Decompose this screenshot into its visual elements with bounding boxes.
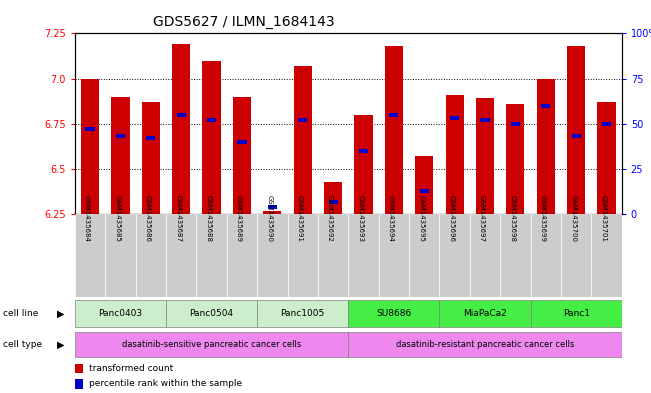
Text: GSM1435684: GSM1435684 <box>84 195 90 242</box>
Bar <box>359 149 368 153</box>
Bar <box>81 79 99 214</box>
Bar <box>531 214 561 297</box>
Bar <box>166 300 257 327</box>
Bar <box>257 300 348 327</box>
Bar <box>506 104 525 214</box>
Bar <box>75 379 83 389</box>
Bar <box>263 211 281 214</box>
Text: GSM1435696: GSM1435696 <box>449 195 454 242</box>
Text: GSM1435701: GSM1435701 <box>600 195 607 242</box>
Bar <box>572 134 581 138</box>
Text: Panc0504: Panc0504 <box>189 309 234 318</box>
Bar <box>238 140 247 144</box>
Bar <box>116 134 125 138</box>
Bar <box>202 61 221 214</box>
Bar <box>354 115 372 214</box>
Bar <box>511 122 520 126</box>
Text: GSM1435691: GSM1435691 <box>297 195 303 242</box>
Text: GDS5627 / ILMN_1684143: GDS5627 / ILMN_1684143 <box>153 15 335 29</box>
Bar <box>85 127 94 131</box>
Bar <box>561 214 591 297</box>
Bar <box>439 214 470 297</box>
Bar <box>324 182 342 214</box>
Text: dasatinib-sensitive pancreatic cancer cells: dasatinib-sensitive pancreatic cancer ce… <box>122 340 301 349</box>
Bar <box>135 214 166 297</box>
Text: GSM1435700: GSM1435700 <box>570 195 576 242</box>
Bar <box>602 122 611 126</box>
Text: GSM1435692: GSM1435692 <box>327 195 333 242</box>
Bar <box>288 214 318 297</box>
Bar <box>389 113 398 117</box>
Text: GSM1435693: GSM1435693 <box>357 195 363 242</box>
Text: GSM1435685: GSM1435685 <box>115 195 120 242</box>
Text: dasatinib-resistant pancreatic cancer cells: dasatinib-resistant pancreatic cancer ce… <box>396 340 574 349</box>
Bar <box>409 214 439 297</box>
Text: Panc1: Panc1 <box>562 309 590 318</box>
Text: GSM1435698: GSM1435698 <box>509 195 516 242</box>
Bar <box>500 214 531 297</box>
Text: cell type: cell type <box>3 340 42 349</box>
Text: transformed count: transformed count <box>89 364 173 373</box>
Bar <box>75 364 83 373</box>
Text: Panc0403: Panc0403 <box>98 309 143 318</box>
Bar <box>450 116 459 120</box>
Bar <box>480 118 490 122</box>
Text: GSM1435694: GSM1435694 <box>388 195 394 242</box>
Bar <box>420 189 429 193</box>
Bar <box>233 97 251 214</box>
Text: percentile rank within the sample: percentile rank within the sample <box>89 380 242 388</box>
Bar <box>348 214 379 297</box>
Bar <box>470 214 500 297</box>
Bar <box>536 79 555 214</box>
Text: GSM1435689: GSM1435689 <box>236 195 242 242</box>
Bar <box>348 300 439 327</box>
Bar <box>379 214 409 297</box>
Bar <box>75 332 348 357</box>
Bar <box>197 214 227 297</box>
Bar <box>166 214 197 297</box>
Bar <box>348 332 622 357</box>
Bar <box>172 44 190 214</box>
Bar <box>146 136 156 140</box>
Bar <box>476 99 494 214</box>
Bar <box>385 46 403 214</box>
Text: Panc1005: Panc1005 <box>281 309 325 318</box>
Bar <box>142 102 160 214</box>
Bar <box>415 156 434 214</box>
Text: cell line: cell line <box>3 309 38 318</box>
Bar <box>531 300 622 327</box>
Bar <box>439 300 531 327</box>
Text: GSM1435690: GSM1435690 <box>266 195 272 242</box>
Bar <box>541 104 550 108</box>
Text: GSM1435687: GSM1435687 <box>175 195 181 242</box>
Bar <box>294 66 312 214</box>
Text: ▶: ▶ <box>57 309 65 318</box>
Bar <box>227 214 257 297</box>
Bar <box>268 205 277 209</box>
Bar <box>111 97 130 214</box>
Text: GSM1435686: GSM1435686 <box>145 195 151 242</box>
Bar <box>207 118 216 122</box>
Bar <box>318 214 348 297</box>
Text: GSM1435699: GSM1435699 <box>540 195 546 242</box>
Bar <box>75 300 166 327</box>
Text: GSM1435697: GSM1435697 <box>479 195 485 242</box>
Text: GSM1435695: GSM1435695 <box>418 195 424 242</box>
Bar <box>591 214 622 297</box>
Bar <box>257 214 288 297</box>
Bar <box>445 95 464 214</box>
Bar <box>298 118 307 122</box>
Bar <box>105 214 135 297</box>
Text: SU8686: SU8686 <box>376 309 411 318</box>
Bar <box>567 46 585 214</box>
Text: ▶: ▶ <box>57 340 65 350</box>
Text: GSM1435688: GSM1435688 <box>206 195 212 242</box>
Text: MiaPaCa2: MiaPaCa2 <box>463 309 507 318</box>
Bar <box>329 200 338 204</box>
Bar <box>176 113 186 117</box>
Bar <box>75 214 105 297</box>
Bar <box>598 102 616 214</box>
